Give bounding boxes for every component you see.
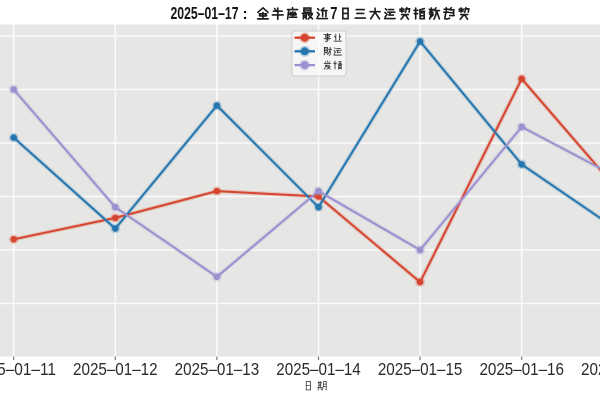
svg-text:2025–01–17: 2025–01–17 xyxy=(171,3,239,23)
svg-text:7: 7 xyxy=(330,3,337,23)
svg-text:2025–01–13: 2025–01–13 xyxy=(175,359,260,379)
svg-text:2025–01–14: 2025–01–14 xyxy=(276,359,361,379)
svg-text:2025–01–17: 2025–01–17 xyxy=(581,359,600,379)
svg-text:2025–01–12: 2025–01–12 xyxy=(73,359,158,379)
svg-text:2025–01–11: 2025–01–11 xyxy=(0,359,56,379)
svg-text:2025–01–16: 2025–01–16 xyxy=(479,359,564,379)
svg-text::: : xyxy=(243,6,248,23)
svg-text:2025–01–15: 2025–01–15 xyxy=(378,359,463,379)
